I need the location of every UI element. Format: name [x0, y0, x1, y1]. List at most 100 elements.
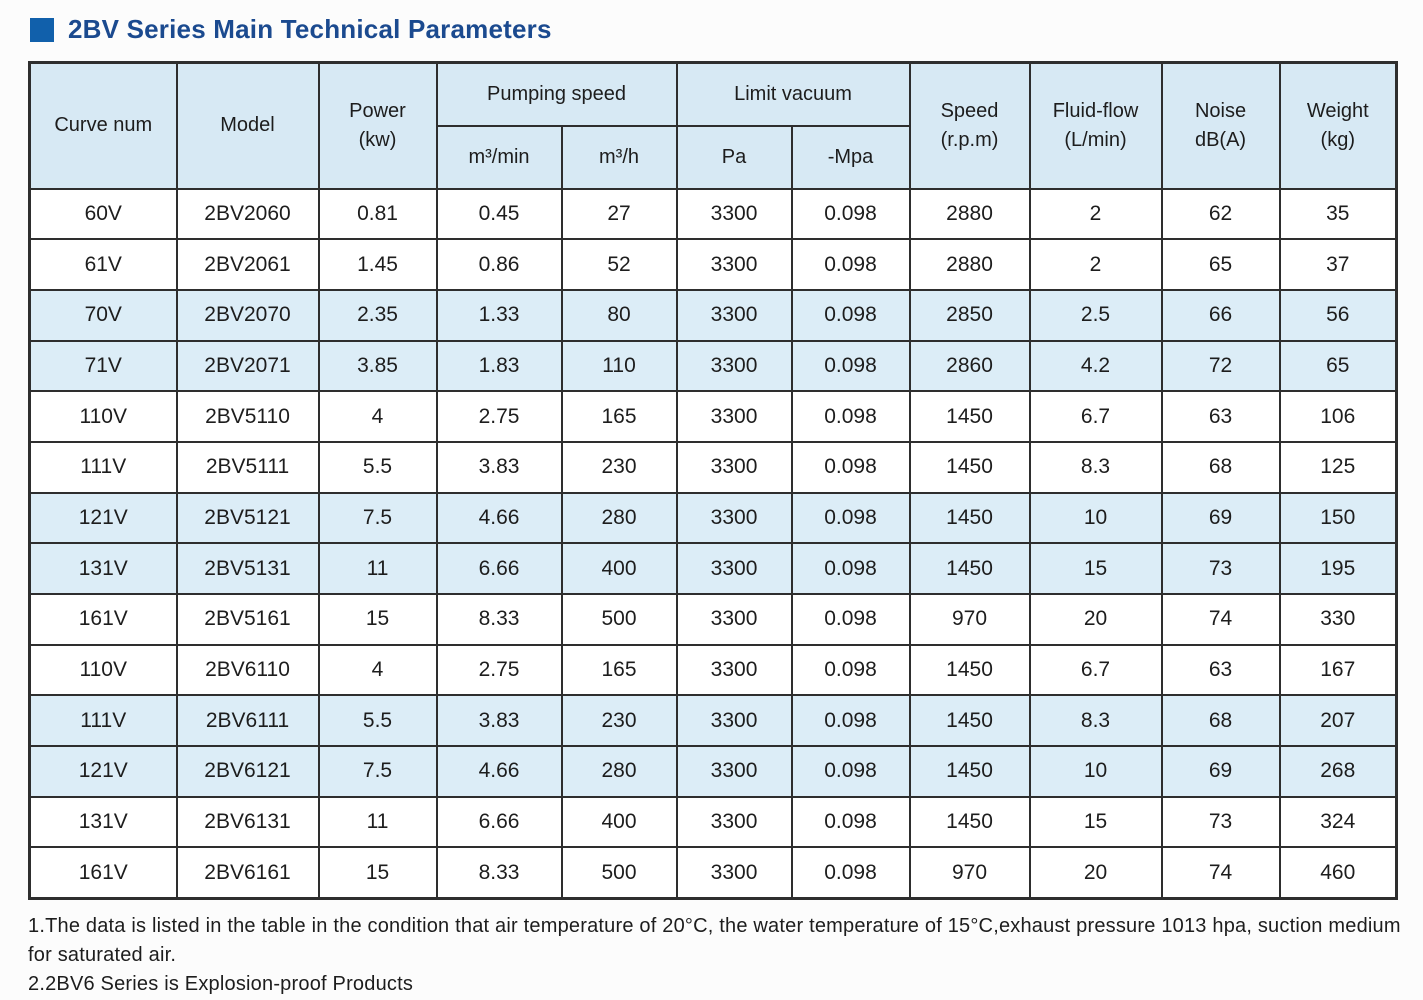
cell-speed-rpm: 1450 — [908, 390, 1031, 443]
cell-weight-kg: 195 — [1278, 542, 1398, 595]
cell-vacuum-mpa: 0.098 — [790, 694, 911, 748]
cell-pumping-m3h: 400 — [560, 795, 678, 849]
header-weight: Weight (kg) — [1278, 61, 1398, 190]
table-row: 71V 2BV2071 3.85 1.83 110 3300 0.098 2860 4.2 72 6… — [28, 339, 1398, 393]
cell-pumping-m3min: 3.83 — [435, 694, 563, 748]
cell-vacuum-pa: 3300 — [675, 694, 793, 748]
cell-pumping-m3min: 2.75 — [435, 390, 563, 443]
page-title: 2BV Series Main Technical Parameters — [68, 14, 552, 44]
title-bullet-square-icon — [30, 17, 54, 42]
cell-curve-num: 121V — [28, 491, 178, 545]
cell-fluid-flow: 4.2 — [1028, 339, 1163, 393]
cell-pumping-m3min: 2.75 — [435, 643, 563, 697]
cell-model: 2BV2070 — [175, 288, 320, 342]
cell-vacuum-mpa: 0.098 — [790, 491, 911, 545]
cell-pumping-m3h: 500 — [560, 846, 678, 900]
cell-curve-num: 121V — [28, 745, 178, 798]
cell-speed-rpm: 1450 — [908, 643, 1031, 697]
cell-pumping-m3h: 230 — [560, 440, 678, 494]
cell-pumping-m3h: 165 — [560, 390, 678, 443]
cell-vacuum-mpa: 0.098 — [790, 795, 911, 849]
cell-noise-db: 63 — [1160, 643, 1281, 697]
header-power-unit: (kw) — [358, 128, 397, 151]
cell-vacuum-pa: 3300 — [675, 390, 793, 443]
cell-pumping-m3h: 27 — [560, 187, 678, 241]
cell-weight-kg: 167 — [1278, 643, 1398, 697]
cell-pumping-m3h: 500 — [560, 593, 678, 646]
cell-fluid-flow: 6.7 — [1028, 390, 1163, 443]
cell-speed-rpm: 1450 — [908, 542, 1031, 595]
cell-curve-num: 110V — [28, 390, 178, 443]
cell-pumping-m3min: 1.33 — [435, 288, 563, 342]
cell-fluid-flow: 2.5 — [1028, 288, 1163, 342]
table-row: 131V 2BV5131 11 6.66 400 3300 0.098 1450 15 73 195 — [28, 542, 1398, 595]
cell-vacuum-mpa: 0.098 — [790, 846, 911, 900]
technical-parameters-table: Curve num Model Power (kw) Pumping speed… — [28, 61, 1399, 900]
cell-curve-num: 111V — [28, 440, 178, 494]
cell-speed-rpm: 1450 — [908, 491, 1031, 545]
cell-vacuum-mpa: 0.098 — [790, 390, 911, 443]
cell-vacuum-pa: 3300 — [675, 745, 793, 798]
cell-noise-db: 73 — [1160, 795, 1281, 849]
header-power-label: Power — [349, 99, 406, 122]
cell-power-kw: 7.5 — [317, 491, 438, 545]
cell-noise-db: 63 — [1160, 390, 1281, 443]
cell-speed-rpm: 2850 — [908, 288, 1031, 342]
cell-weight-kg: 65 — [1278, 339, 1398, 393]
cell-power-kw: 5.5 — [317, 694, 438, 748]
cell-noise-db: 69 — [1160, 745, 1281, 798]
cell-speed-rpm: 970 — [908, 846, 1031, 900]
cell-model: 2BV5161 — [175, 593, 320, 646]
cell-vacuum-mpa: 0.098 — [790, 542, 911, 595]
cell-noise-db: 72 — [1160, 339, 1281, 393]
cell-curve-num: 110V — [28, 643, 178, 697]
cell-vacuum-mpa: 0.098 — [790, 593, 911, 646]
header-power: Power (kw) — [317, 61, 438, 190]
cell-vacuum-mpa: 0.098 — [790, 238, 911, 291]
cell-speed-rpm: 1450 — [908, 440, 1031, 494]
cell-model: 2BV5111 — [175, 440, 320, 494]
table-row: 61V 2BV2061 1.45 0.86 52 3300 0.098 2880 2 65 37 — [28, 238, 1398, 291]
table-row: 111V 2BV6111 5.5 3.83 230 3300 0.098 1450 8.3 68 2… — [28, 694, 1398, 748]
cell-pumping-m3min: 6.66 — [435, 795, 563, 849]
header-curve-num: Curve num — [28, 61, 178, 190]
cell-model: 2BV6131 — [175, 795, 320, 849]
cell-model: 2BV6161 — [175, 846, 320, 900]
header-fluid-flow: Fluid-flow (L/min) — [1028, 61, 1163, 190]
cell-noise-db: 73 — [1160, 542, 1281, 595]
cell-weight-kg: 330 — [1278, 593, 1398, 646]
table-row: 161V 2BV6161 15 8.33 500 3300 0.098 970 20 74 460 — [28, 846, 1398, 900]
cell-pumping-m3min: 0.86 — [435, 238, 563, 291]
cell-pumping-m3h: 52 — [560, 238, 678, 291]
cell-noise-db: 62 — [1160, 187, 1281, 241]
cell-vacuum-pa: 3300 — [675, 288, 793, 342]
header-noise-unit: dB(A) — [1194, 128, 1247, 151]
cell-curve-num: 61V — [28, 238, 178, 291]
cell-noise-db: 66 — [1160, 288, 1281, 342]
cell-weight-kg: 35 — [1278, 187, 1398, 241]
cell-model: 2BV6110 — [175, 643, 320, 697]
cell-speed-rpm: 2880 — [908, 187, 1031, 241]
cell-power-kw: 0.81 — [317, 187, 438, 241]
cell-fluid-flow: 15 — [1028, 795, 1163, 849]
cell-speed-rpm: 1450 — [908, 745, 1031, 798]
cell-pumping-m3h: 165 — [560, 643, 678, 697]
table-row: 111V 2BV5111 5.5 3.83 230 3300 0.098 1450 8.3 68 1… — [28, 440, 1398, 494]
cell-weight-kg: 125 — [1278, 440, 1398, 494]
cell-power-kw: 4 — [317, 390, 438, 443]
cell-power-kw: 15 — [317, 593, 438, 646]
cell-vacuum-mpa: 0.098 — [790, 440, 911, 494]
table-row: 110V 2BV6110 4 2.75 165 3300 0.098 1450 6.7 63 167 — [28, 643, 1398, 697]
cell-noise-db: 65 — [1160, 238, 1281, 291]
cell-model: 2BV5110 — [175, 390, 320, 443]
cell-pumping-m3h: 230 — [560, 694, 678, 748]
cell-noise-db: 68 — [1160, 440, 1281, 494]
cell-model: 2BV6121 — [175, 745, 320, 798]
header-noise-label: Noise — [1194, 99, 1247, 122]
cell-pumping-m3min: 8.33 — [435, 846, 563, 900]
cell-curve-num: 60V — [28, 187, 178, 241]
cell-pumping-m3min: 6.66 — [435, 542, 563, 595]
cell-vacuum-pa: 3300 — [675, 542, 793, 595]
header-speed: Speed (r.p.m) — [908, 61, 1031, 190]
